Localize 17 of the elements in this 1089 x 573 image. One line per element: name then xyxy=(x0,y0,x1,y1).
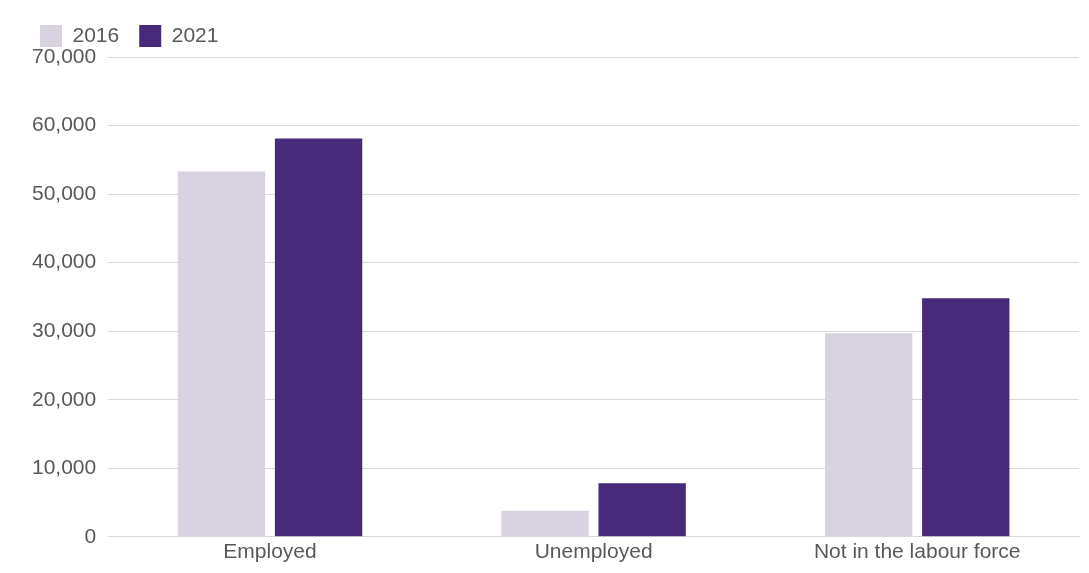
y-tick-label: 50,000 xyxy=(32,180,97,204)
y-tick-label: 70,000 xyxy=(32,43,97,67)
legend-label: 2021 xyxy=(171,22,219,46)
x-tick-label: Not in the labour force xyxy=(813,539,1021,563)
y-tick-label: 10,000 xyxy=(32,455,97,479)
x-tick-label: Employed xyxy=(223,539,317,563)
y-tick-label: 20,000 xyxy=(32,386,97,410)
x-tick-label: Unemployed xyxy=(534,539,653,563)
bar xyxy=(922,298,1010,537)
bar xyxy=(598,483,686,537)
y-tick-label: 40,000 xyxy=(32,249,97,273)
y-tick-label: 60,000 xyxy=(32,112,97,136)
legend-label: 2016 xyxy=(72,22,120,46)
y-tick-label: 0 xyxy=(84,523,97,547)
bar xyxy=(501,510,589,537)
bar xyxy=(274,138,363,537)
y-tick-label: 30,000 xyxy=(32,317,97,341)
